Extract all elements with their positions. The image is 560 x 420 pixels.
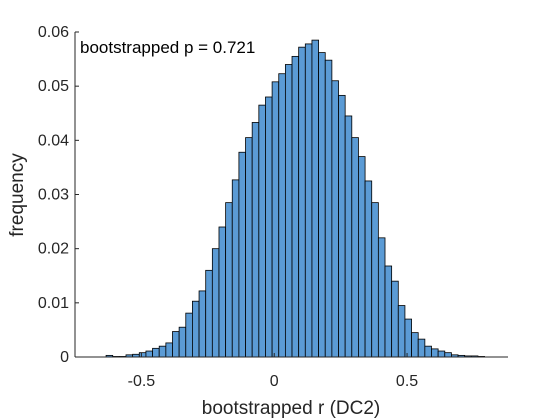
x-axis-label: bootstrapped r (DC2): [202, 398, 380, 419]
histogram-bar: [258, 104, 266, 358]
x-ticks-group: -0.5 0 0.5: [128, 353, 418, 390]
histogram-bar: [192, 300, 200, 358]
histogram-bar: [278, 73, 286, 358]
histogram-bar: [318, 52, 326, 358]
histogram-bar: [211, 248, 220, 358]
y-tick-label: 0.04: [38, 132, 69, 149]
histogram-bar: [338, 94, 346, 358]
histogram-bar: [311, 39, 319, 358]
histogram-bar: [205, 269, 213, 358]
histogram-bar: [291, 55, 300, 358]
histogram-bar: [437, 350, 446, 358]
histogram-bar: [417, 338, 426, 358]
histogram-bar: [371, 202, 379, 358]
histogram-bar: [245, 137, 253, 358]
histogram-bar: [384, 265, 393, 358]
histogram-bar: [138, 352, 147, 358]
histogram-bar: [145, 350, 153, 358]
y-tick-label: 0.05: [38, 78, 69, 95]
histogram-bar: [251, 122, 260, 358]
y-tick-label: 0.01: [38, 295, 69, 312]
y-tick-label: 0: [60, 349, 69, 366]
histogram-bar: [351, 137, 359, 358]
histogram-bar: [364, 180, 373, 358]
bars-group: [105, 39, 486, 358]
x-tick-label: 0.5: [396, 373, 418, 390]
histogram-bar: [304, 43, 313, 358]
histogram-bar: [424, 345, 432, 358]
y-tick-label: 0.03: [38, 187, 69, 204]
histogram-bar: [391, 280, 399, 358]
histogram-bar: [344, 115, 353, 358]
histogram-bar: [165, 342, 173, 358]
y-axis-label: frequency: [7, 153, 28, 237]
histogram-bar: [284, 64, 293, 358]
y-tick-label: 0.02: [38, 241, 69, 258]
histogram-bar: [185, 312, 193, 358]
histogram-bar: [152, 347, 160, 358]
x-tick-label: -0.5: [128, 373, 156, 390]
histogram-bar: [265, 96, 273, 358]
y-tick-label: 0.06: [38, 24, 69, 41]
histogram-bar: [397, 305, 406, 358]
annotation-text: bootstrapped p = 0.721: [80, 38, 255, 57]
histogram-bar: [271, 81, 280, 358]
histogram-bar: [324, 59, 333, 358]
histogram-bar: [331, 80, 339, 358]
histogram-bar: [231, 179, 240, 358]
x-tick-label: 0: [270, 373, 279, 390]
histogram-bar: [411, 332, 419, 358]
histogram-bar: [377, 237, 386, 358]
histogram-bar: [218, 226, 227, 358]
histogram-bar: [298, 46, 306, 358]
histogram-bar: [358, 156, 366, 358]
y-ticks-group: 0 0.01 0.02 0.03 0.04 0.05 0.06: [38, 24, 79, 366]
histogram-bar: [198, 290, 207, 358]
histogram-bar: [178, 326, 187, 358]
histogram-bar: [404, 318, 412, 358]
histogram-bar: [158, 345, 167, 358]
histogram-bar: [444, 352, 452, 358]
histogram-bar: [172, 331, 180, 358]
histogram-bar: [225, 202, 233, 358]
histogram-bar: [238, 151, 246, 358]
histogram-bar: [431, 348, 439, 358]
